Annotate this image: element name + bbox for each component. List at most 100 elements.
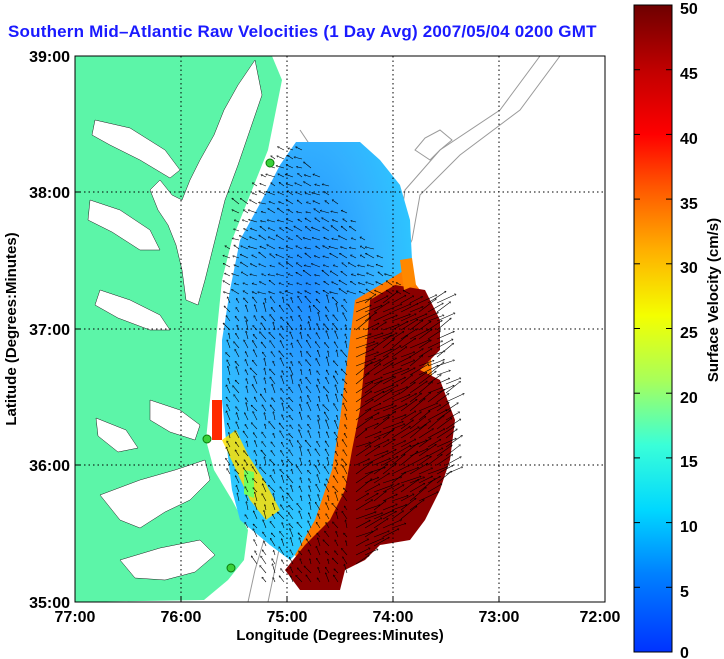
velocity-arrow (253, 529, 258, 538)
velocity-arrow (232, 238, 240, 241)
velocity-arrow (268, 485, 276, 493)
y-tick-label: 38:00 (29, 185, 70, 202)
velocity-arrow (239, 236, 249, 241)
velocity-arrow (297, 199, 303, 205)
velocity-arrow (403, 290, 411, 295)
velocity-arrow (427, 415, 444, 430)
velocity-arrow (259, 565, 267, 574)
velocity-arrow (436, 342, 454, 358)
velocity-arrow (409, 340, 430, 349)
velocity-arrow (260, 342, 267, 349)
velocity-arrow (409, 483, 425, 493)
velocity-arrow (296, 466, 303, 475)
velocity-arrow (298, 173, 303, 178)
velocity-arrow (288, 155, 294, 160)
velocity-arrow (382, 484, 400, 493)
velocity-arrow (304, 440, 312, 448)
velocity-arrow (445, 394, 464, 403)
velocity-arrow (267, 245, 276, 250)
velocity-arrow (228, 423, 231, 430)
velocity-arrow (240, 261, 249, 268)
velocity-arrow (355, 520, 370, 529)
velocity-arrow (244, 424, 249, 430)
velocity-arrow (315, 522, 321, 529)
velocity-arrow (364, 445, 380, 457)
map-title: Southern Mid–Atlantic Raw Velocities (1 … (8, 22, 597, 41)
velocity-arrow (322, 184, 330, 187)
velocity-arrow (323, 265, 330, 268)
velocity-arrow (270, 352, 276, 358)
velocity-arrow (288, 209, 294, 214)
velocity-arrow (364, 456, 384, 466)
velocity-arrow (254, 315, 258, 322)
velocity-arrow (382, 377, 396, 385)
velocity-arrow (355, 459, 370, 466)
velocity-arrow (245, 359, 249, 367)
velocity-arrow (323, 466, 330, 475)
velocity-arrow (373, 490, 386, 502)
velocity-arrow (355, 493, 369, 502)
velocity-arrow (312, 238, 321, 241)
velocity-arrow (278, 351, 285, 358)
velocity-arrow (400, 450, 418, 466)
velocity-arrow (391, 471, 406, 484)
velocity-arrow (301, 369, 302, 376)
velocity-arrow (335, 467, 339, 475)
velocity-arrow (315, 283, 321, 286)
velocity-arrow (400, 505, 417, 520)
velocity-arrow (280, 317, 285, 322)
velocity-arrow (250, 368, 258, 376)
velocity-arrow (376, 264, 384, 268)
velocity-arrow (373, 500, 386, 511)
velocity-arrow (269, 341, 276, 349)
velocity-arrow (364, 377, 382, 385)
velocity-arrow (329, 292, 339, 295)
velocity-arrow (364, 528, 378, 538)
velocity-arrow (227, 297, 231, 304)
velocity-arrow (308, 430, 312, 439)
velocity-arrow (286, 261, 294, 268)
velocity-arrow (373, 321, 387, 331)
velocity-arrow (259, 251, 267, 259)
velocity-arrow (287, 405, 294, 412)
colorbar-tick-label: 30 (680, 260, 698, 277)
y-tick-label: 35:00 (29, 595, 70, 612)
velocity-arrow (270, 442, 276, 448)
velocity-arrow (418, 478, 435, 493)
colorbar-tick-label: 35 (680, 196, 698, 213)
velocity-arrow (355, 349, 374, 358)
velocity-arrow (328, 559, 329, 565)
velocity-arrow (282, 539, 285, 547)
velocity-arrow (373, 518, 388, 529)
velocity-arrows (223, 147, 464, 583)
velocity-arrow (229, 333, 231, 340)
velocity-arrow (335, 540, 339, 547)
velocity-arrow (400, 368, 415, 376)
velocity-arrow (303, 269, 312, 277)
velocity-arrow (391, 441, 406, 448)
velocity-arrow (418, 329, 432, 340)
radar-station-marker (202, 434, 212, 444)
velocity-arrow (343, 403, 348, 412)
velocity-arrow (298, 425, 303, 430)
velocity-arrow (294, 226, 303, 232)
velocity-arrow (325, 307, 330, 313)
x-tick-label: 77:00 (55, 609, 96, 626)
velocity-arrow (391, 510, 404, 520)
velocity-arrow (349, 248, 357, 250)
velocity-arrow (254, 376, 258, 385)
velocity-arrow (351, 274, 357, 277)
velocity-arrow (259, 467, 267, 475)
velocity-arrow (418, 476, 433, 484)
velocity-arrow (373, 416, 389, 430)
velocity-arrow (289, 524, 294, 529)
velocity-arrow (249, 200, 258, 205)
velocity-arrow (288, 512, 294, 520)
velocity-arrow (436, 378, 450, 385)
velocity-arrow (367, 265, 375, 268)
velocity-arrow (234, 361, 240, 367)
velocity-arrow (337, 415, 339, 421)
velocity-arrow (253, 488, 258, 493)
colorbar-tick-label: 20 (680, 390, 698, 407)
velocity-arrow (334, 551, 339, 556)
